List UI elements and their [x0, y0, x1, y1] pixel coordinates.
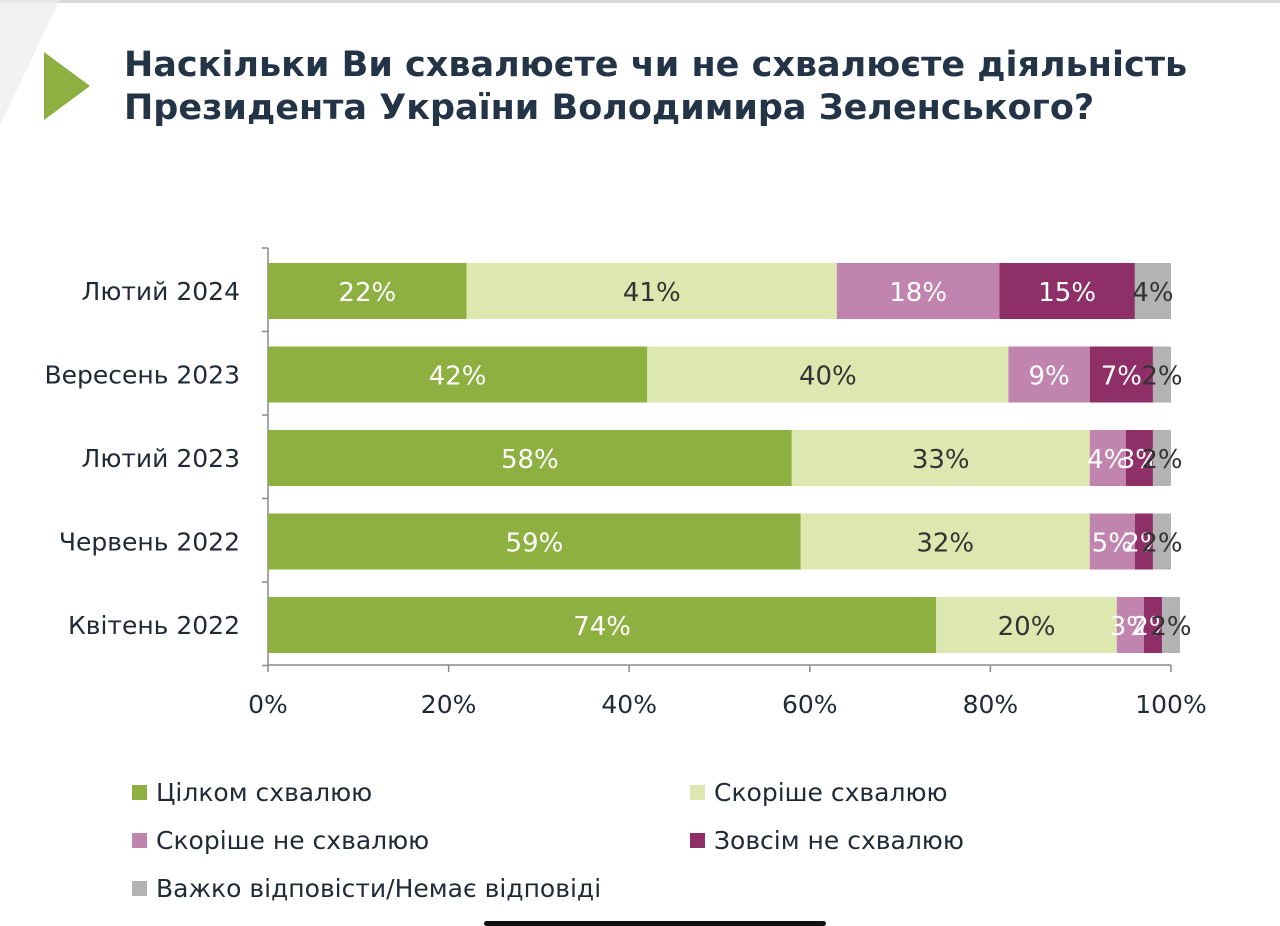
data-label: 2% — [1141, 362, 1182, 392]
stacked-bar-chart: 0% 20% 40% 60% 80% 100% Лютий 2024 22% 41% 18% 15%… — [44, 247, 1207, 719]
bar-segment — [1152, 513, 1171, 570]
legend-label: Зовсім не схвалюю — [714, 826, 964, 855]
legend-swatch — [132, 833, 147, 848]
data-label: 58% — [501, 445, 559, 475]
legend-swatch — [132, 785, 147, 800]
bar-segment — [1008, 346, 1090, 403]
x-tick-label: 0% — [248, 690, 288, 719]
legend-swatch — [690, 785, 705, 800]
bar-segment — [936, 597, 1117, 653]
bar-segment — [800, 513, 1090, 570]
data-label: 22% — [338, 278, 396, 308]
bar-segment — [268, 513, 801, 570]
data-label: 18% — [889, 278, 947, 308]
bar-segment — [268, 346, 648, 403]
home-indicator — [484, 921, 826, 926]
x-tick-label: 40% — [601, 690, 657, 719]
x-tick-label: 20% — [421, 690, 477, 719]
data-label: 74% — [573, 612, 631, 642]
bar-segment — [268, 597, 937, 653]
x-tick-label: 100% — [1135, 690, 1206, 719]
data-label: 32% — [916, 529, 974, 559]
legend-label: Скоріше не схвалюю — [156, 826, 430, 855]
x-tick-label: 60% — [782, 690, 838, 719]
bar-segment — [999, 263, 1135, 319]
data-label: 2% — [1141, 529, 1182, 559]
data-label: 15% — [1038, 278, 1096, 308]
data-label: 2% — [1141, 445, 1182, 475]
bar-segment — [1089, 430, 1126, 486]
category-label: Вересень 2023 — [44, 361, 240, 390]
bar-segment — [1089, 346, 1153, 403]
play-arrow-icon — [44, 52, 90, 120]
chart-title: Наскільки Ви схвалюєте чи не схвалюєте д… — [124, 45, 1188, 128]
data-label: 7% — [1101, 362, 1142, 392]
bar-segment — [1125, 430, 1153, 486]
data-label: 2% — [1150, 612, 1191, 642]
bar-segment — [791, 430, 1090, 486]
category-label: Лютий 2024 — [82, 277, 240, 306]
bar-segment — [1134, 513, 1153, 570]
category-label: Квітень 2022 — [68, 611, 240, 640]
bar-segment — [466, 263, 837, 319]
data-label: 4% — [1087, 445, 1128, 475]
data-label: 5% — [1092, 529, 1133, 559]
x-tick-label: 80% — [963, 690, 1019, 719]
data-label: 42% — [429, 362, 487, 392]
bar-segment — [268, 263, 467, 319]
data-label: 9% — [1028, 362, 1069, 392]
category-label: Червень 2022 — [59, 528, 240, 557]
legend-label: Скоріше схвалюю — [714, 778, 948, 807]
bar-segment — [1089, 513, 1135, 570]
data-label: 20% — [998, 612, 1056, 642]
bar-segment — [1161, 597, 1181, 653]
legend-label: Цілком схвалюю — [156, 778, 373, 807]
data-label: 41% — [623, 278, 681, 308]
data-label: 40% — [799, 362, 857, 392]
bar-segment — [1143, 597, 1162, 653]
top-border — [0, 0, 1280, 3]
category-label: Лютий 2023 — [82, 444, 240, 473]
bar-segment — [1116, 597, 1144, 653]
bar-segment — [1152, 430, 1171, 486]
data-label: 33% — [912, 445, 970, 475]
data-label: 4% — [1132, 278, 1173, 308]
legend-swatch — [690, 833, 705, 848]
legend-swatch — [132, 881, 147, 896]
legend-label: Важко відповісти/Немає відповіді — [156, 874, 602, 903]
bar-segment — [1134, 263, 1171, 319]
bar-segment — [268, 430, 792, 486]
data-label: 59% — [505, 529, 563, 559]
bar-segment — [1152, 346, 1171, 403]
bar-segment — [647, 346, 1009, 403]
bar-segment — [836, 263, 1000, 319]
